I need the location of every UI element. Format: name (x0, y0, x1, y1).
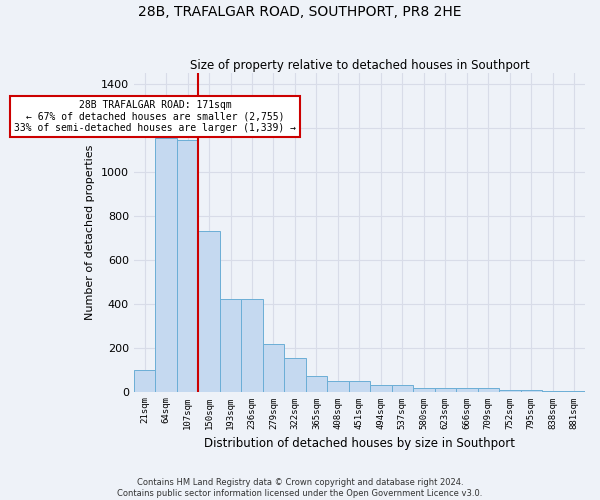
Bar (456, 388, 478, 392)
Bar (134, 370, 155, 392)
Title: Size of property relative to detached houses in Southport: Size of property relative to detached ho… (190, 59, 529, 72)
Bar (306, 376, 327, 392)
Bar (542, 391, 563, 392)
Bar (478, 388, 499, 392)
Bar (349, 380, 370, 392)
Bar (284, 358, 306, 392)
Bar (220, 300, 241, 392)
Text: Contains HM Land Registry data © Crown copyright and database right 2024.
Contai: Contains HM Land Registry data © Crown c… (118, 478, 482, 498)
Bar (199, 232, 220, 392)
Text: 28B TRAFALGAR ROAD: 171sqm
← 67% of detached houses are smaller (2,755)
33% of s: 28B TRAFALGAR ROAD: 171sqm ← 67% of deta… (14, 100, 296, 132)
Bar (327, 380, 349, 392)
Bar (155, 138, 177, 392)
Bar (413, 388, 434, 392)
Bar (563, 391, 585, 392)
Bar (370, 385, 392, 392)
Bar (392, 385, 413, 392)
Bar (241, 300, 263, 392)
Bar (434, 388, 456, 392)
Bar (263, 344, 284, 392)
Bar (521, 390, 542, 392)
Y-axis label: Number of detached properties: Number of detached properties (85, 144, 95, 320)
Bar (177, 140, 199, 392)
X-axis label: Distribution of detached houses by size in Southport: Distribution of detached houses by size … (204, 437, 515, 450)
Text: 28B, TRAFALGAR ROAD, SOUTHPORT, PR8 2HE: 28B, TRAFALGAR ROAD, SOUTHPORT, PR8 2HE (138, 5, 462, 19)
Bar (499, 390, 521, 392)
